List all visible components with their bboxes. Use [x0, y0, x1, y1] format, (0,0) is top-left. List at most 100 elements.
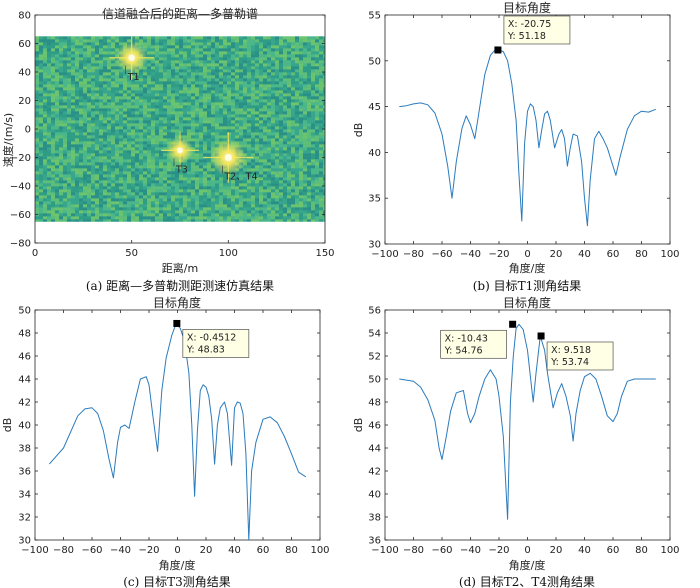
heatmap-cell — [139, 75, 143, 79]
heatmap-cell — [59, 36, 63, 40]
heatmap-cell — [151, 60, 155, 64]
heatmap-cell — [183, 183, 187, 187]
heatmap-cell — [247, 162, 251, 166]
y-tick-label-d-3: 42 — [368, 467, 381, 478]
heatmap-cell — [211, 105, 215, 109]
heatmap-cell — [107, 186, 111, 190]
heatmap-cell — [287, 81, 291, 85]
heatmap-cell — [223, 210, 227, 214]
heatmap-cell — [283, 36, 287, 40]
heatmap-cell — [167, 81, 171, 85]
heatmap-cell — [71, 90, 75, 94]
heatmap-cell — [147, 147, 151, 151]
heatmap-cell — [223, 87, 227, 91]
heatmap-cell — [323, 108, 325, 112]
heatmap-cell — [203, 96, 207, 100]
heatmap-cell — [59, 63, 63, 67]
heatmap-cell — [115, 39, 119, 43]
heatmap-cell — [83, 144, 87, 148]
panel-d-axes: −100 −80 −60 −40 −20 0 20 40 60 80 100363840424446… — [368, 306, 679, 557]
heatmap-cell — [315, 204, 319, 208]
heatmap-cell — [131, 135, 135, 139]
heatmap-cell — [43, 78, 47, 82]
heatmap-cell — [163, 210, 167, 214]
heatmap-cell — [83, 150, 87, 154]
heatmap-cell — [59, 219, 63, 222]
heatmap-cell — [99, 153, 103, 157]
heatmap-cell — [147, 204, 151, 208]
heatmap-cell — [171, 81, 175, 85]
heatmap-cell — [123, 198, 127, 202]
heatmap-cell — [139, 99, 143, 103]
heatmap-cell — [255, 135, 259, 139]
heatmap-cell — [199, 123, 203, 127]
heatmap-cell — [163, 147, 167, 151]
heatmap-cell — [139, 177, 143, 181]
heatmap-cell — [79, 168, 83, 172]
heatmap-cell — [271, 183, 275, 187]
heatmap-cell — [95, 90, 99, 94]
heatmap-cell — [155, 183, 159, 187]
heatmap-cell — [223, 69, 227, 73]
heatmap-cell — [295, 189, 299, 193]
heatmap-cell — [295, 183, 299, 187]
heatmap-cell — [295, 198, 299, 202]
heatmap-cell — [315, 189, 319, 193]
heatmap-cell — [311, 129, 315, 133]
heatmap-cell — [231, 186, 235, 190]
heatmap-cell — [35, 132, 39, 136]
heatmap-cell — [127, 186, 131, 190]
heatmap-cell — [123, 219, 127, 222]
heatmap-cell — [63, 108, 67, 112]
heatmap-cell — [75, 51, 79, 55]
heatmap-cell — [91, 120, 95, 124]
heatmap-cell — [187, 60, 191, 64]
heatmap-cell — [307, 45, 311, 49]
heatmap-cell — [259, 42, 263, 46]
heatmap-cell — [199, 153, 203, 157]
heatmap-cell — [275, 210, 279, 214]
heatmap-cell — [139, 183, 143, 187]
series-line-c — [48, 323, 307, 540]
heatmap-cell — [275, 183, 279, 187]
heatmap-cell — [123, 159, 127, 163]
heatmap-cell — [35, 72, 39, 76]
heatmap-cell — [59, 60, 63, 64]
heatmap-cell — [39, 141, 43, 145]
heatmap-cell — [303, 210, 307, 214]
heatmap-cell — [55, 168, 59, 172]
heatmap-cell — [183, 198, 187, 202]
heatmap-cell — [103, 108, 107, 112]
heatmap-cell — [307, 84, 311, 88]
heatmap-cell — [271, 111, 275, 115]
heatmap-cell — [155, 153, 159, 157]
heatmap-cell — [231, 216, 235, 220]
heatmap-cell — [323, 180, 325, 184]
heatmap-cell — [91, 72, 95, 76]
heatmap-cell — [71, 63, 75, 67]
heatmap-cell — [163, 72, 167, 76]
heatmap-cell — [263, 207, 267, 211]
heatmap-cell — [275, 117, 279, 121]
heatmap-cell — [299, 135, 303, 139]
y-tick-label-c-3: 36 — [18, 467, 31, 478]
heatmap-cell — [307, 219, 311, 222]
heatmap-cell — [175, 174, 179, 178]
heatmap-cell — [63, 60, 67, 64]
heatmap-cell — [295, 36, 299, 40]
heatmap-cell — [223, 84, 227, 88]
heatmap-cell — [107, 72, 111, 76]
heatmap-cell — [251, 39, 255, 43]
heatmap-cell — [279, 216, 283, 220]
heatmap-cell — [251, 90, 255, 94]
heatmap-cell — [199, 198, 203, 202]
heatmap-cell — [267, 60, 271, 64]
heatmap-cell — [271, 216, 275, 220]
heatmap-cell — [95, 141, 99, 145]
heatmap-cell — [83, 75, 87, 79]
heatmap-cell — [83, 210, 87, 214]
heatmap-cell — [59, 180, 63, 184]
heatmap-cell — [207, 162, 211, 166]
heatmap-cell — [39, 195, 43, 199]
heatmap-cell — [295, 213, 299, 217]
